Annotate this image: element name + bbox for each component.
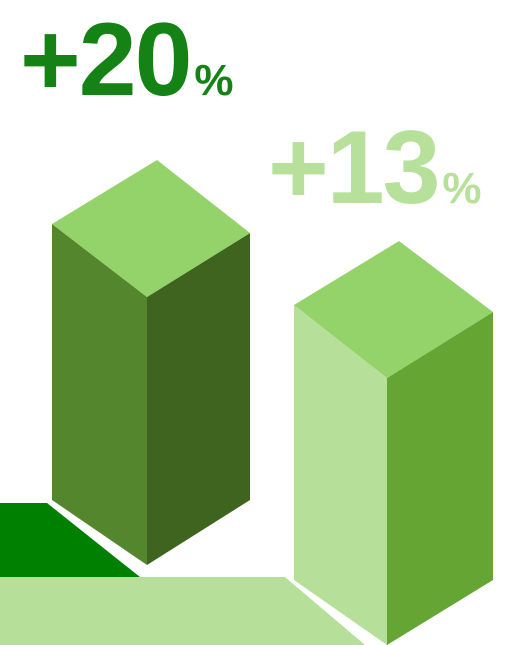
right-bar-top-face [294,241,493,378]
left-bar [52,160,250,565]
stat-value: +20 [20,2,192,118]
stat-unit: % [442,164,482,213]
stat-increase-13: +13% [268,116,482,220]
left-bar-side-face [147,233,250,565]
left-bar-top-face [52,160,250,297]
stat-increase-20: +20% [20,8,234,112]
right-bar-front-face [294,305,387,645]
stat-value: +13 [268,110,440,226]
right-bar-side-face [387,312,493,645]
stat-unit: % [194,56,234,105]
right-bar [294,241,493,645]
ground-light-strip [0,577,365,645]
ground-dark-strip [0,503,140,577]
left-bar-front-face [52,224,147,565]
